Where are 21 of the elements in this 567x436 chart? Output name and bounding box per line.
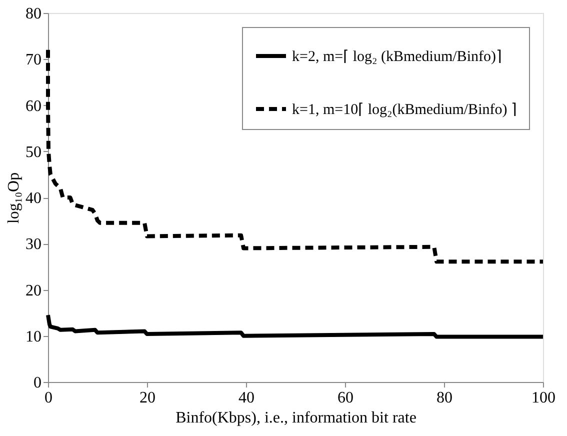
x-tick-label: 0: [44, 390, 52, 406]
x-tick-label: 40: [238, 390, 254, 406]
y-tick-label: 20: [26, 282, 42, 300]
x-tick-label: 60: [338, 390, 354, 406]
line-series: [46, 313, 545, 339]
y-tick-label: 10: [26, 328, 42, 346]
y-tick-label: 60: [26, 98, 42, 115]
x-tick-label: 100: [532, 390, 556, 406]
y-tick-label: 0: [34, 374, 42, 392]
y-tick-label: 40: [26, 190, 42, 207]
y-tick-label: 70: [26, 52, 42, 69]
y-tick-label: 30: [26, 236, 42, 254]
y-axis-title: log₁₀Op: [6, 172, 22, 224]
legend-label: k=2, m=⌈ log₂ (kBmedium/Binfo)⌉: [292, 49, 502, 65]
y-tick-label: 80: [26, 6, 42, 22]
x-axis-title: Binfo(Kbps), i.e., information bit rate: [176, 410, 416, 426]
y-tick-label: 50: [26, 144, 42, 161]
x-tick-label: 20: [140, 390, 156, 406]
legend-label: k=1, m=10⌈ log₂(kBmedium/Binfo) ⌉: [292, 102, 517, 118]
line-series: [46, 48, 545, 264]
x-tick-label: 80: [436, 390, 452, 406]
